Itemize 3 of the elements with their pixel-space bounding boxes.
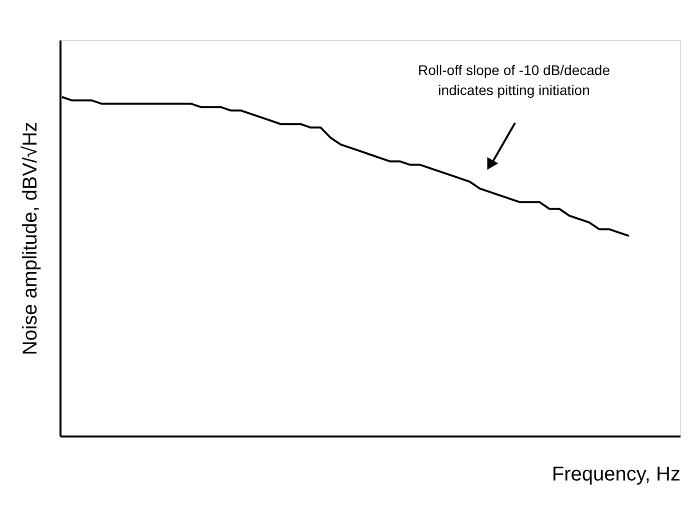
- y-axis-title: Noise amplitude, dBV/√Hz: [20, 122, 42, 356]
- x-axis-title: Frequency, Hz: [552, 464, 680, 486]
- annotation: Roll-off slope of -10 dB/decade indicates pitting initiation: [418, 62, 610, 98]
